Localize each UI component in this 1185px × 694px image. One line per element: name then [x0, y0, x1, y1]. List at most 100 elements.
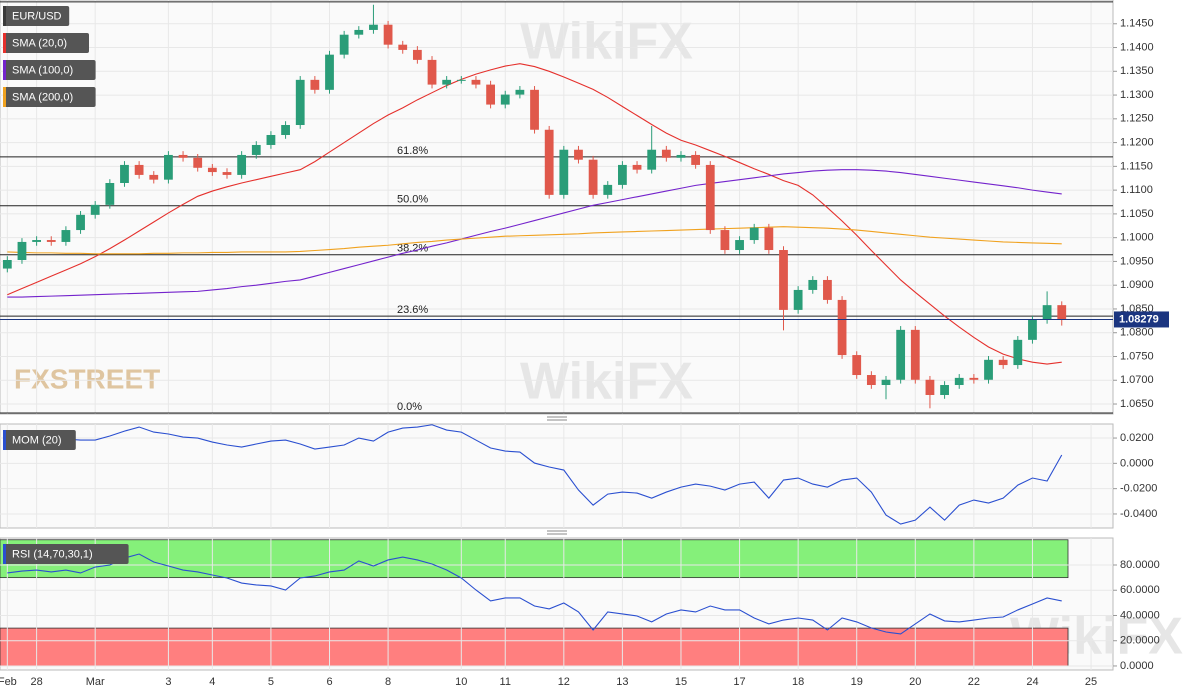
legend-swatch [3, 6, 6, 26]
x-tick-label: 10 [455, 676, 467, 688]
x-tick-label: 19 [851, 676, 863, 688]
legend-swatch [3, 544, 6, 564]
legend-box[interactable] [3, 430, 76, 450]
indicator-line [7, 63, 1062, 365]
x-tick-label: 12 [558, 676, 570, 688]
x-tick-label: 17 [733, 676, 745, 688]
candle-body [222, 172, 232, 175]
legend-box[interactable] [3, 33, 89, 53]
fibonacci-label: 38.2% [397, 243, 428, 255]
candle-body [823, 279, 832, 300]
candle-body [207, 167, 217, 173]
legend-label: SMA (200,0) [12, 91, 73, 103]
legend-label: SMA (100,0) [12, 64, 73, 76]
candle-body [486, 84, 495, 105]
legend-label: RSI (14,70,30,1) [12, 548, 93, 560]
candle-body [1028, 319, 1037, 340]
y-tick-label: 1.1100 [1120, 184, 1153, 196]
candle-body [691, 154, 701, 165]
candle-body [866, 375, 876, 386]
candle-body [515, 89, 525, 95]
candle-body [237, 154, 247, 175]
candle-body [1057, 305, 1067, 320]
candle-body [632, 164, 642, 170]
candle-body [647, 149, 657, 170]
candle-body [559, 149, 569, 195]
panel-resize-handle[interactable] [547, 530, 567, 535]
candle-body [164, 154, 173, 180]
candle-body [910, 329, 920, 380]
x-tick-label: Mar [86, 676, 105, 688]
legend-box[interactable] [3, 544, 129, 564]
legend-label: EUR/USD [12, 10, 62, 22]
y-tick-label: -0.0200 [1120, 483, 1157, 495]
x-tick-label: 5 [268, 676, 274, 688]
y-tick-label: 60.0000 [1120, 584, 1160, 596]
last-price-box [1114, 311, 1169, 328]
candle-body [325, 54, 334, 90]
fibonacci-label: 50.0% [397, 194, 428, 206]
y-tick-label: 1.0950 [1120, 255, 1154, 267]
x-tick-label: 15 [675, 676, 687, 688]
indicator-line [7, 553, 1062, 635]
candle-body [398, 44, 408, 50]
y-tick-label: 80.0000 [1120, 559, 1160, 571]
last-price-label: 1.08279 [1119, 313, 1159, 325]
candle-body [17, 241, 27, 260]
candle-body [427, 59, 437, 85]
candle-body [442, 79, 452, 85]
indicator-line [7, 169, 1062, 298]
momentum-panel [0, 423, 1114, 529]
y-tick-label: 1.1350 [1120, 65, 1154, 77]
candle-body [369, 24, 378, 30]
y-tick-label: 1.1300 [1120, 89, 1154, 101]
x-tick-label: 24 [1026, 676, 1038, 688]
candle-body [295, 79, 305, 126]
x-tick-label: 11 [500, 676, 511, 688]
candle-body [456, 79, 466, 81]
candle-body [735, 240, 744, 251]
candle-body [808, 279, 818, 290]
legend-swatch [3, 60, 6, 80]
candle-body [105, 182, 115, 205]
x-tick-label: 4 [209, 676, 215, 688]
watermark-logo: FXSTREET [14, 363, 160, 394]
candle-body [588, 159, 598, 195]
legend-box[interactable] [3, 6, 70, 26]
y-tick-label: 1.1000 [1120, 232, 1154, 244]
y-tick-label: 1.1400 [1120, 41, 1154, 53]
candle-body [2, 259, 12, 269]
candle-body [354, 29, 364, 35]
candle-body [178, 154, 188, 158]
panel-resize-handle[interactable] [547, 416, 567, 421]
y-tick-label: 1.0700 [1120, 374, 1154, 386]
candle-body [266, 134, 276, 145]
candle-body [852, 355, 862, 376]
y-tick-label: 0.0000 [1120, 660, 1154, 672]
candle-body [310, 79, 320, 90]
candle-body [471, 79, 481, 85]
candle-body [134, 164, 144, 175]
candle-body [925, 379, 935, 395]
legend-label: SMA (20,0) [12, 37, 67, 49]
y-tick-label: -0.0400 [1120, 508, 1157, 520]
legend-swatch [3, 87, 6, 107]
candle-body [1042, 305, 1052, 320]
x-tick-label: Feb [0, 676, 17, 688]
candle-body [896, 329, 906, 380]
rsi-band [0, 539, 1069, 579]
legend-label: MOM (20) [12, 434, 62, 446]
legend-box[interactable] [3, 60, 96, 80]
candle-body [1013, 339, 1023, 366]
x-tick-label: 13 [616, 676, 628, 688]
y-tick-label: 1.1200 [1120, 137, 1154, 149]
candle-body [603, 184, 613, 195]
candle-body [969, 377, 979, 380]
candle-body [281, 125, 290, 135]
candle-body [149, 174, 159, 180]
y-tick-label: 1.1450 [1120, 18, 1154, 30]
y-tick-label: 0.0200 [1120, 432, 1154, 444]
legend-box[interactable] [3, 87, 96, 107]
candle-body [46, 240, 56, 242]
